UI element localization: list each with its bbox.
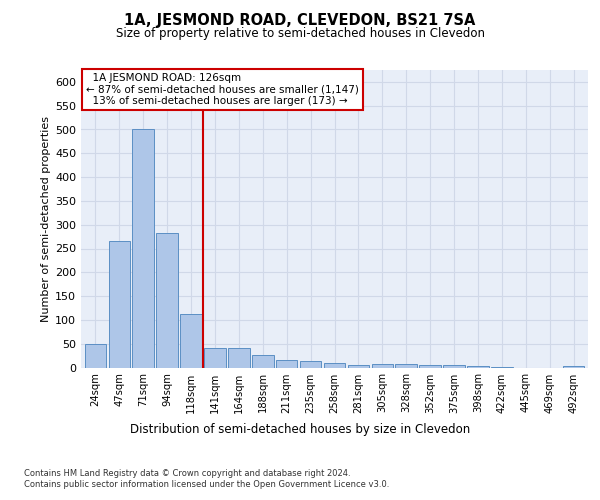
Text: Distribution of semi-detached houses by size in Clevedon: Distribution of semi-detached houses by … xyxy=(130,422,470,436)
Bar xyxy=(347,365,369,368)
Bar xyxy=(467,366,489,368)
Bar xyxy=(419,365,441,368)
Bar xyxy=(85,344,106,367)
Bar xyxy=(324,362,345,368)
Bar xyxy=(180,314,202,368)
Text: Contains HM Land Registry data © Crown copyright and database right 2024.: Contains HM Land Registry data © Crown c… xyxy=(24,468,350,477)
Y-axis label: Number of semi-detached properties: Number of semi-detached properties xyxy=(41,116,51,322)
Bar xyxy=(228,348,250,368)
Bar xyxy=(133,130,154,368)
Text: Size of property relative to semi-detached houses in Clevedon: Size of property relative to semi-detach… xyxy=(115,28,485,40)
Text: Contains public sector information licensed under the Open Government Licence v3: Contains public sector information licen… xyxy=(24,480,389,489)
Bar xyxy=(300,362,322,368)
Bar xyxy=(395,364,417,368)
Bar xyxy=(252,354,274,368)
Text: 1A, JESMOND ROAD, CLEVEDON, BS21 7SA: 1A, JESMOND ROAD, CLEVEDON, BS21 7SA xyxy=(124,12,476,28)
Bar xyxy=(371,364,393,368)
Bar xyxy=(109,242,130,368)
Bar xyxy=(443,365,465,368)
Bar xyxy=(563,366,584,368)
Bar xyxy=(276,360,298,368)
Bar xyxy=(157,233,178,368)
Bar xyxy=(204,348,226,368)
Text: 1A JESMOND ROAD: 126sqm
← 87% of semi-detached houses are smaller (1,147)
  13% : 1A JESMOND ROAD: 126sqm ← 87% of semi-de… xyxy=(86,73,359,106)
